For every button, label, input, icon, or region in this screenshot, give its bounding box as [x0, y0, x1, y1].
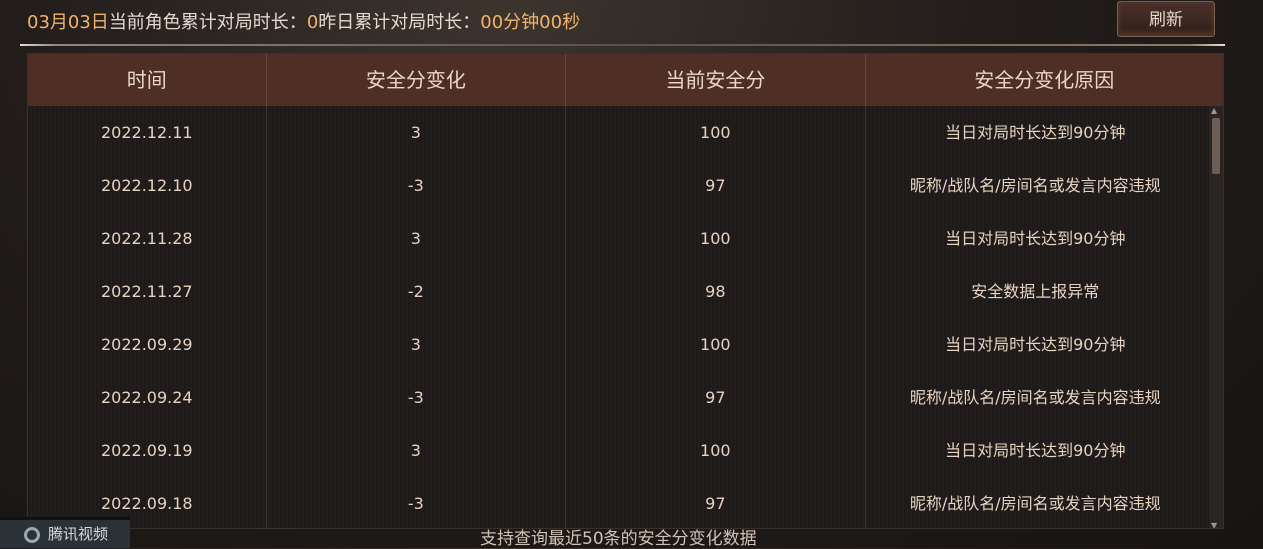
playtime-summary: 03月03日当前角色累计对局时长：0昨日累计对局时长：00分钟00秒	[27, 8, 580, 34]
cell-change: -2	[267, 265, 567, 318]
column-header-change: 安全分变化	[267, 54, 567, 106]
cell-reason: 安全数据上报异常	[971, 282, 1100, 301]
column-header-time: 时间	[28, 54, 267, 106]
yesterday-playtime-label: 昨日累计对局时长：	[318, 12, 481, 33]
video-logo-icon	[24, 527, 40, 543]
cell-time: 2022.12.11	[28, 106, 267, 159]
cell-current-score: 100	[566, 106, 866, 159]
cell-reason: 当日对局时长达到90分钟	[945, 229, 1126, 248]
table-row: 2022.09.19 3 100 当日对局时长达到90分钟	[28, 424, 1223, 477]
scrollbar[interactable]: ▲ ▼	[1209, 106, 1223, 529]
cell-time: 2022.09.18	[28, 477, 267, 528]
scroll-down-icon[interactable]: ▼	[1211, 521, 1218, 529]
cell-reason: 昵称/战队名/房间名或发言内容违规	[909, 176, 1161, 195]
scroll-up-icon[interactable]: ▲	[1211, 106, 1218, 115]
cell-change: -3	[267, 371, 567, 424]
date: 03月03日	[27, 12, 109, 33]
table-row: 2022.09.24 -3 97 昵称/战队名/房间名或发言内容违规	[28, 371, 1223, 424]
cell-current-score: 100	[566, 318, 866, 371]
cell-current-score: 97	[566, 371, 866, 424]
cell-time: 2022.11.28	[28, 212, 267, 265]
table-row: 2022.12.10 -3 97 昵称/战队名/房间名或发言内容违规	[28, 159, 1223, 212]
cell-reason: 昵称/战队名/房间名或发言内容违规	[909, 494, 1161, 513]
table-header: 时间 安全分变化 当前安全分 安全分变化原因	[28, 54, 1223, 106]
table-row: 2022.09.29 3 100 当日对局时长达到90分钟	[28, 318, 1223, 371]
cell-time: 2022.12.10	[28, 159, 267, 212]
cell-time: 2022.09.19	[28, 424, 267, 477]
table-body: ▲ ▼ 2022.12.11 3 100 当日对局时长达到90分钟 2022.12.10…	[28, 106, 1223, 529]
column-header-current-score: 当前安全分	[566, 54, 866, 106]
table-row: 2022.12.11 3 100 当日对局时长达到90分钟	[28, 106, 1223, 159]
cell-change: -3	[267, 159, 567, 212]
watermark-text: 腾讯视频	[48, 525, 109, 543]
cell-current-score: 100	[566, 212, 866, 265]
security-score-table: 时间 安全分变化 当前安全分 安全分变化原因 ▲ ▼ 2022.12.11 3 10…	[27, 53, 1224, 529]
yesterday-playtime-value: 00分钟00秒	[480, 12, 581, 33]
cell-current-score: 100	[566, 424, 866, 477]
cell-change: 3	[267, 318, 567, 371]
cell-time: 2022.09.29	[28, 318, 267, 371]
scrollbar-thumb[interactable]	[1212, 118, 1220, 174]
cell-reason: 当日对局时长达到90分钟	[945, 335, 1126, 354]
cell-current-score: 97	[566, 159, 866, 212]
cell-time: 2022.11.27	[28, 265, 267, 318]
cell-change: 3	[267, 106, 567, 159]
cell-time: 2022.09.24	[28, 371, 267, 424]
column-header-reason: 安全分变化原因	[974, 68, 1115, 92]
refresh-button[interactable]: 刷新	[1117, 1, 1215, 37]
table-row: 2022.11.28 3 100 当日对局时长达到90分钟	[28, 212, 1223, 265]
watermark: 腾讯视频	[0, 517, 130, 548]
divider	[20, 44, 1225, 46]
table-row: 2022.11.27 -2 98 安全数据上报异常	[28, 265, 1223, 318]
cell-change: 3	[267, 212, 567, 265]
cell-change: 3	[267, 424, 567, 477]
query-note: 支持查询最近50条的安全分变化数据	[480, 529, 757, 549]
cell-current-score: 97	[566, 477, 866, 528]
cell-reason: 当日对局时长达到90分钟	[945, 123, 1126, 142]
cell-change: -3	[267, 477, 567, 528]
cell-reason: 昵称/战队名/房间名或发言内容违规	[909, 388, 1161, 407]
cell-reason: 当日对局时长达到90分钟	[945, 441, 1126, 460]
table-row: 2022.09.18 -3 97 昵称/战队名/房间名或发言内容违规	[28, 477, 1223, 528]
cell-current-score: 98	[566, 265, 866, 318]
current-playtime-value: 0	[306, 12, 319, 33]
current-playtime-label: 当前角色累计对局时长：	[108, 12, 307, 33]
